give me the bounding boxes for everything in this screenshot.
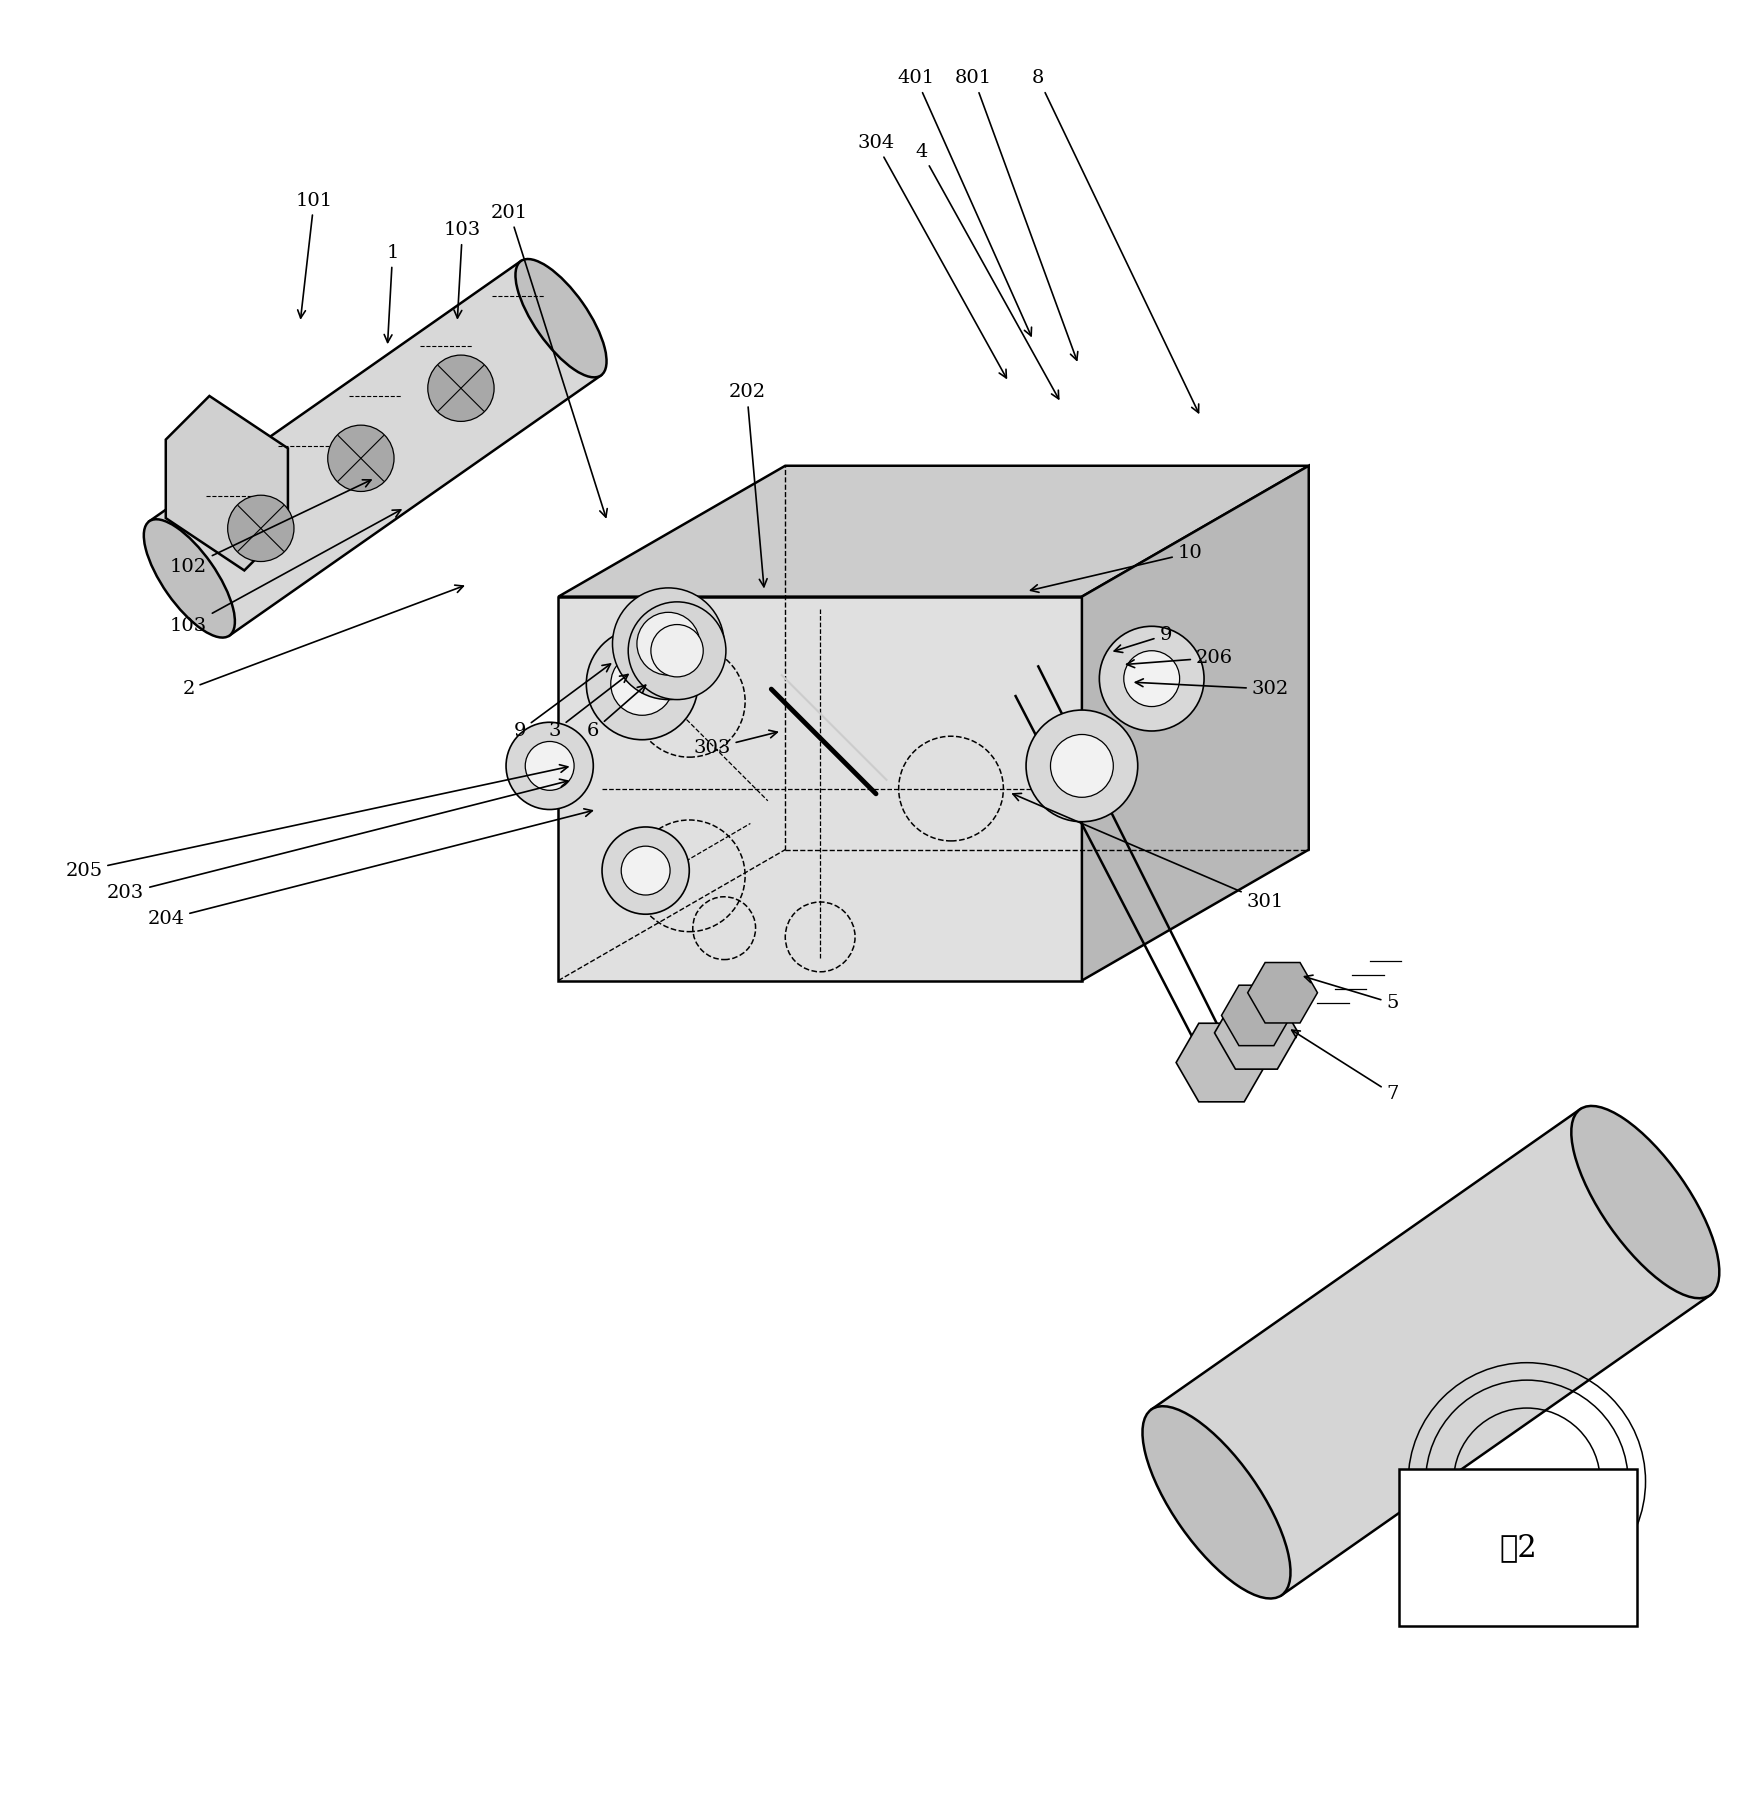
Circle shape [628, 603, 726, 700]
FancyBboxPatch shape [1399, 1468, 1637, 1625]
Text: 3: 3 [548, 675, 628, 740]
Circle shape [637, 612, 700, 675]
Polygon shape [1222, 985, 1291, 1046]
Text: 10: 10 [1031, 545, 1202, 592]
Text: 206: 206 [1127, 649, 1234, 667]
Text: 4: 4 [914, 143, 1059, 399]
Polygon shape [558, 465, 1309, 597]
Circle shape [525, 741, 574, 790]
Circle shape [602, 826, 689, 915]
Polygon shape [1176, 1023, 1267, 1102]
Polygon shape [558, 597, 1082, 981]
Circle shape [227, 496, 293, 561]
Text: 301: 301 [1012, 794, 1284, 911]
Circle shape [1099, 626, 1204, 731]
Circle shape [428, 355, 494, 422]
Text: 5: 5 [1305, 976, 1399, 1012]
Circle shape [611, 653, 674, 714]
Circle shape [1026, 711, 1138, 823]
Circle shape [328, 426, 394, 491]
Text: 201: 201 [490, 204, 607, 518]
Circle shape [1124, 651, 1180, 707]
Text: 102: 102 [169, 480, 372, 575]
Text: 9: 9 [513, 664, 611, 740]
Text: 6: 6 [586, 686, 646, 740]
Text: 9: 9 [1115, 626, 1173, 653]
Ellipse shape [143, 520, 236, 637]
Ellipse shape [1570, 1106, 1719, 1299]
Text: 噗2: 噗2 [1499, 1532, 1537, 1562]
Text: 303: 303 [693, 731, 777, 758]
Text: 302: 302 [1136, 678, 1290, 698]
Text: 103: 103 [169, 511, 401, 635]
Text: 1: 1 [384, 244, 400, 343]
Text: 8: 8 [1031, 69, 1199, 413]
Polygon shape [1248, 963, 1317, 1023]
Polygon shape [166, 395, 288, 570]
Text: 304: 304 [857, 133, 1007, 377]
Text: 7: 7 [1291, 1030, 1399, 1102]
Text: 103: 103 [443, 222, 482, 318]
Polygon shape [1215, 996, 1298, 1070]
Text: 205: 205 [65, 765, 567, 880]
Circle shape [612, 588, 724, 700]
Text: 2: 2 [181, 584, 464, 698]
Circle shape [586, 628, 698, 740]
Circle shape [1050, 734, 1113, 797]
Circle shape [621, 846, 670, 895]
Ellipse shape [515, 260, 607, 377]
Text: 401: 401 [897, 69, 1031, 336]
Text: 202: 202 [728, 384, 768, 586]
Polygon shape [1152, 1109, 1710, 1595]
Circle shape [506, 722, 593, 810]
Polygon shape [1082, 465, 1309, 981]
Text: 101: 101 [295, 191, 333, 318]
Text: 203: 203 [106, 779, 567, 902]
Polygon shape [150, 262, 600, 635]
Circle shape [651, 624, 703, 676]
Text: 204: 204 [147, 808, 592, 929]
Text: 801: 801 [955, 69, 1078, 361]
Ellipse shape [1143, 1405, 1291, 1598]
